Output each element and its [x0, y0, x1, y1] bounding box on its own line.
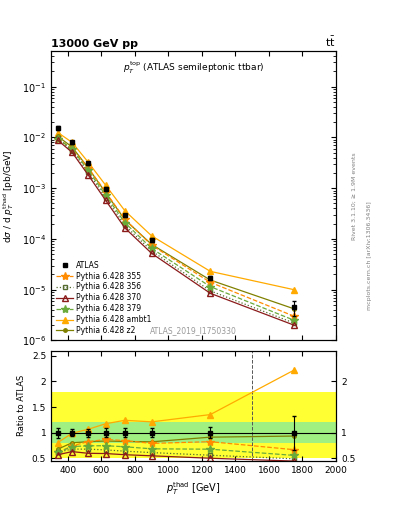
Text: $\rm t\bar{t}$: $\rm t\bar{t}$: [325, 34, 336, 49]
Legend: ATLAS, Pythia 6.428 355, Pythia 6.428 356, Pythia 6.428 370, Pythia 6.428 379, P: ATLAS, Pythia 6.428 355, Pythia 6.428 35…: [55, 259, 153, 337]
Text: $p_T^{\rm top}$ (ATLAS semileptonic ttbar): $p_T^{\rm top}$ (ATLAS semileptonic ttba…: [123, 60, 264, 76]
X-axis label: $p_T^{\rm thad}$ [GeV]: $p_T^{\rm thad}$ [GeV]: [166, 480, 221, 497]
Y-axis label: d$\sigma$ / d $p_T^{\rm thad}$ [pb/GeV]: d$\sigma$ / d $p_T^{\rm thad}$ [pb/GeV]: [2, 149, 17, 243]
Text: 13000 GeV pp: 13000 GeV pp: [51, 38, 138, 49]
Y-axis label: Ratio to ATLAS: Ratio to ATLAS: [17, 375, 26, 436]
Text: mcplots.cern.ch [arXiv:1306.3436]: mcplots.cern.ch [arXiv:1306.3436]: [367, 202, 373, 310]
Text: Rivet 3.1.10; ≥ 1.9M events: Rivet 3.1.10; ≥ 1.9M events: [352, 152, 357, 240]
Text: ATLAS_2019_I1750330: ATLAS_2019_I1750330: [150, 326, 237, 335]
